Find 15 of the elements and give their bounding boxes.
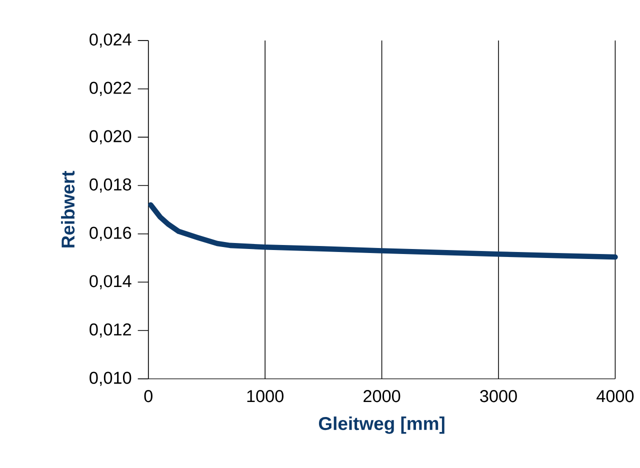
y-tick-label: 0,014 bbox=[90, 275, 132, 290]
x-tick-label: 2000 bbox=[364, 390, 400, 402]
y-tick-label: 0,018 bbox=[90, 178, 132, 193]
x-axis-title: Gleitweg [mm] bbox=[318, 416, 444, 434]
y-axis-title: Reibwert bbox=[61, 171, 75, 248]
y-tick-label: 0,016 bbox=[90, 226, 132, 241]
x-tick-label: 1000 bbox=[247, 390, 284, 402]
x-tick-label: 0 bbox=[144, 390, 152, 402]
y-tick-label: 0,010 bbox=[90, 372, 132, 386]
x-tick-label: 4000 bbox=[596, 390, 634, 402]
x-tick-label: 3000 bbox=[480, 390, 517, 402]
y-tick-label: 0,024 bbox=[90, 34, 132, 48]
y-tick-label: 0,020 bbox=[90, 130, 132, 144]
y-tick-label: 0,022 bbox=[90, 82, 131, 96]
y-tick-label: 0,012 bbox=[90, 323, 131, 338]
